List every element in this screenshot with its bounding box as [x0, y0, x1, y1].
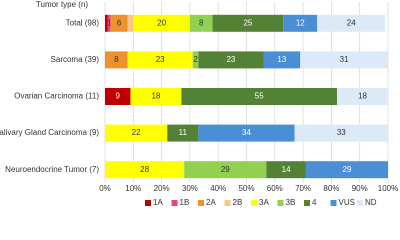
legend-label: 4 — [312, 198, 317, 207]
legend-label: VUS — [339, 198, 355, 207]
x-tick-label: 90% — [352, 184, 368, 193]
x-tick-label: 50% — [238, 184, 254, 193]
legend-swatch — [357, 200, 363, 206]
bar-segment — [192, 51, 199, 69]
bar-segment — [198, 51, 264, 69]
x-tick-label: 60% — [267, 184, 283, 193]
bar-segment — [283, 14, 318, 32]
data-label: 20 — [157, 18, 166, 27]
data-label: 24 — [347, 18, 356, 27]
legend-swatch — [171, 200, 178, 206]
bar-segment — [105, 161, 185, 179]
data-label: 13 — [277, 55, 286, 64]
data-label: 1 — [107, 18, 112, 27]
data-label: 22 — [132, 128, 141, 137]
bar-segment — [130, 88, 182, 105]
y-tick-label: Neuroendocrine Tumor (7) — [5, 165, 99, 174]
bar-segment — [305, 161, 388, 179]
legend-label: 1A — [153, 198, 163, 207]
legend-swatch — [304, 200, 310, 206]
x-tick-label: 10% — [125, 184, 141, 193]
bar-segment — [105, 51, 128, 69]
legend-swatch — [251, 200, 257, 206]
data-label: 28 — [140, 165, 149, 174]
data-label: 8 — [114, 55, 119, 64]
bar-segment — [184, 161, 267, 179]
bar-segment — [105, 14, 108, 32]
data-label: 29 — [343, 165, 352, 174]
bar-segment — [337, 88, 388, 105]
x-tick-label: 80% — [323, 184, 339, 193]
legend-label: ND — [365, 198, 377, 207]
bar-segment — [181, 88, 338, 105]
legend-label: 2A — [206, 198, 216, 207]
data-label: 9 — [116, 92, 121, 101]
bar-segment — [317, 14, 386, 32]
data-label: 8 — [199, 18, 204, 27]
bar-segment — [263, 51, 301, 69]
bar-segment — [105, 124, 168, 142]
data-label: 25 — [243, 18, 252, 27]
y-tick-label: Sarcoma (39) — [51, 55, 100, 64]
data-label: 34 — [242, 128, 251, 137]
x-tick-label: 100% — [378, 184, 398, 193]
chart-title: Tumor type (n) — [36, 0, 88, 9]
legend-swatch — [224, 200, 231, 206]
data-label: 33 — [337, 128, 346, 137]
legend-swatch — [277, 200, 284, 206]
bar-segment — [266, 161, 306, 179]
bar-segment — [189, 14, 213, 32]
legend-label: 2B — [233, 198, 243, 207]
data-label: 55 — [255, 92, 264, 101]
bar-segment — [105, 88, 131, 105]
bar-segment — [198, 124, 295, 142]
y-tick-label: Total (98) — [66, 18, 100, 27]
y-tick-label: Ovarian Carcinoma (11) — [14, 92, 99, 101]
data-label: 2 — [193, 55, 198, 64]
data-label: 23 — [226, 55, 235, 64]
bar-segment — [300, 51, 388, 69]
legend-swatch — [198, 200, 204, 206]
y-tick-label: Salivary Gland Carcinoma (9) — [0, 128, 99, 137]
bar-segment — [133, 14, 190, 32]
data-label: 12 — [296, 18, 305, 27]
x-tick-label: 40% — [210, 184, 226, 193]
legend-label: 3A — [259, 198, 269, 207]
data-label: 23 — [156, 55, 165, 64]
legend-swatch — [330, 200, 337, 206]
chart: Tumor type (n) 0% 10% 20% 30% 40% 50% 60% 70% 80… — [0, 0, 398, 207]
bar-segment — [294, 124, 388, 142]
x-tick-label: 70% — [295, 184, 311, 193]
x-tick-label: 30% — [182, 184, 198, 193]
bar-segment — [110, 14, 128, 32]
bar-segment — [167, 124, 199, 142]
x-tick-label: 0% — [99, 184, 111, 193]
data-label: 11 — [179, 128, 188, 137]
data-label: 14 — [282, 165, 291, 174]
data-label: 29 — [221, 165, 230, 174]
data-label: 31 — [340, 55, 349, 64]
x-tick-label: 20% — [154, 184, 170, 193]
legend-label: 1B — [180, 198, 190, 207]
bar-segment — [212, 14, 284, 32]
legend-label: 3B — [286, 198, 296, 207]
bar-segment — [127, 51, 193, 69]
bar-segment — [107, 14, 111, 32]
data-label: 18 — [151, 92, 160, 101]
legend-swatch — [145, 200, 151, 206]
data-label: 18 — [358, 92, 367, 101]
bar-segment — [127, 14, 134, 32]
data-label: 6 — [117, 18, 122, 27]
